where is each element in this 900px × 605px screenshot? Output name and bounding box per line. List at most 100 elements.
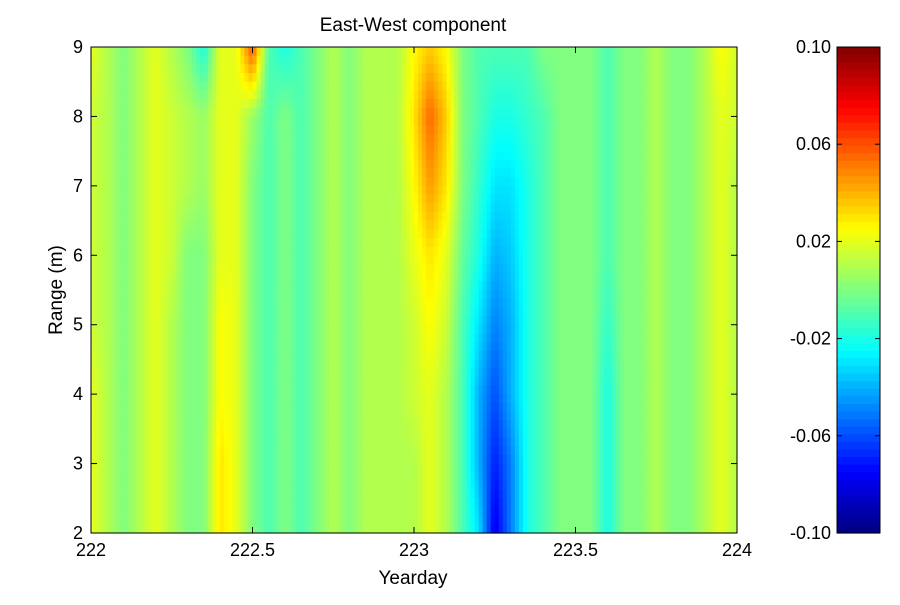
heatmap-cell bbox=[405, 125, 411, 135]
heatmap-cell bbox=[486, 307, 492, 317]
heatmap-cell bbox=[587, 64, 593, 74]
heatmap-cell bbox=[313, 246, 318, 256]
heatmap-cell bbox=[466, 116, 472, 126]
heatmap-cell bbox=[228, 151, 233, 161]
heatmap-cell bbox=[268, 211, 274, 222]
heatmap-cell bbox=[204, 307, 209, 317]
heatmap-cell bbox=[333, 290, 338, 300]
heatmap-cell bbox=[131, 177, 137, 187]
heatmap-cell bbox=[426, 194, 431, 204]
heatmap-cell bbox=[490, 107, 496, 118]
heatmap-cell bbox=[438, 246, 443, 256]
heatmap-cell bbox=[563, 142, 569, 152]
heatmap-cell bbox=[539, 90, 544, 100]
heatmap-cell bbox=[656, 142, 661, 152]
heatmap-cell bbox=[377, 307, 383, 317]
heatmap-cell bbox=[248, 47, 254, 57]
heatmap-cell bbox=[535, 255, 540, 265]
heatmap-cell bbox=[139, 229, 145, 239]
heatmap-cell bbox=[272, 73, 278, 83]
heatmap-cell bbox=[321, 55, 326, 65]
heatmap-cell bbox=[434, 307, 439, 317]
heatmap-cell bbox=[204, 246, 209, 256]
heatmap-cell bbox=[272, 203, 278, 213]
heatmap-cell bbox=[672, 177, 678, 187]
heatmap-cell bbox=[619, 185, 625, 196]
heatmap-cell bbox=[478, 99, 484, 109]
heatmap-cell bbox=[607, 168, 613, 178]
heatmap-cell bbox=[462, 281, 468, 291]
heatmap-cell bbox=[470, 90, 476, 100]
heatmap-cell bbox=[470, 290, 476, 300]
heatmap-cell bbox=[426, 73, 431, 83]
heatmap-cell bbox=[486, 298, 492, 308]
heatmap-cell bbox=[329, 220, 334, 230]
heatmap-cell bbox=[518, 194, 524, 204]
heatmap-cell bbox=[183, 47, 189, 57]
heatmap-cell bbox=[252, 177, 258, 187]
heatmap-cell bbox=[216, 290, 221, 300]
heatmap-cell bbox=[252, 90, 258, 100]
heatmap-cell bbox=[212, 64, 217, 74]
heatmap-cell bbox=[672, 168, 678, 178]
heatmap-cell bbox=[716, 263, 722, 274]
heatmap-cell bbox=[571, 107, 577, 118]
heatmap-cell bbox=[139, 159, 145, 170]
heatmap-cell bbox=[514, 281, 520, 291]
heatmap-cell bbox=[632, 263, 637, 274]
heatmap-cell bbox=[228, 90, 233, 100]
heatmap-cell bbox=[523, 246, 528, 256]
heatmap-cell bbox=[668, 90, 673, 100]
heatmap-cell bbox=[656, 220, 661, 230]
heatmap-cell bbox=[426, 220, 431, 230]
heatmap-cell bbox=[559, 220, 564, 230]
heatmap-cell bbox=[498, 298, 504, 308]
heatmap-cell bbox=[575, 194, 581, 204]
heatmap-cell bbox=[163, 220, 169, 230]
heatmap-cell bbox=[450, 55, 455, 65]
heatmap-cell bbox=[183, 177, 189, 187]
heatmap-cell bbox=[321, 229, 326, 239]
heatmap-cell bbox=[454, 116, 460, 126]
heatmap-cell bbox=[349, 220, 355, 230]
heatmap-cell bbox=[583, 281, 589, 291]
heatmap-cell bbox=[648, 151, 653, 161]
heatmap-cell bbox=[462, 64, 468, 74]
heatmap-cell bbox=[329, 116, 334, 126]
heatmap-cell bbox=[123, 246, 128, 256]
heatmap-cell bbox=[175, 73, 181, 83]
heatmap-cell bbox=[563, 47, 569, 57]
heatmap-cell bbox=[470, 168, 476, 178]
heatmap-cell bbox=[123, 229, 128, 239]
heatmap-cell bbox=[284, 177, 290, 187]
heatmap-cell bbox=[648, 125, 653, 135]
heatmap-cell bbox=[430, 185, 435, 196]
heatmap-cell bbox=[256, 298, 262, 308]
heatmap-cell bbox=[656, 229, 661, 239]
heatmap-cell bbox=[236, 237, 241, 248]
heatmap-cell bbox=[179, 307, 185, 317]
heatmap-cell bbox=[575, 142, 581, 152]
heatmap-cell bbox=[200, 316, 205, 326]
heatmap-cell bbox=[191, 116, 197, 126]
heatmap-cell bbox=[498, 142, 504, 152]
heatmap-cell bbox=[353, 229, 359, 239]
heatmap-cell bbox=[123, 281, 128, 291]
heatmap-cell bbox=[155, 255, 161, 265]
heatmap-cell bbox=[644, 81, 649, 91]
heatmap-cell bbox=[284, 168, 290, 178]
heatmap-cell bbox=[563, 107, 569, 118]
heatmap-cell bbox=[304, 177, 310, 187]
heatmap-cell bbox=[619, 47, 625, 57]
heatmap-cell bbox=[139, 107, 145, 118]
heatmap-cell bbox=[567, 116, 573, 126]
heatmap-cell bbox=[397, 116, 403, 126]
heatmap-cell bbox=[636, 246, 641, 256]
heatmap-cell bbox=[111, 47, 116, 57]
heatmap-cell bbox=[571, 281, 577, 291]
heatmap-cell bbox=[361, 298, 367, 308]
heatmap-cell bbox=[623, 220, 629, 230]
heatmap-cell bbox=[466, 185, 472, 196]
heatmap-cell bbox=[704, 263, 710, 274]
heatmap-cell bbox=[365, 298, 371, 308]
